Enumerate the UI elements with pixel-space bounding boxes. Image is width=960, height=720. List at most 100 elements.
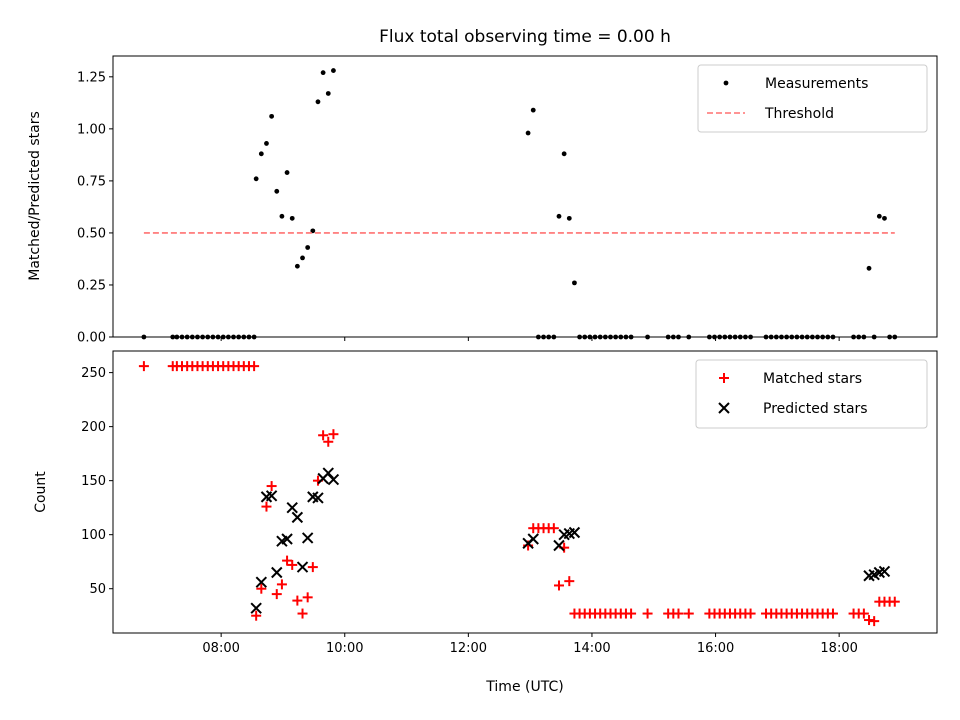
p2-predicted-stars-point-b: [250, 602, 262, 614]
p2-matched-stars-point: [297, 608, 308, 619]
p2-matched-stars-point: [548, 523, 559, 534]
y-tick-label: 0.25: [77, 278, 106, 293]
y-tick-label: 0.75: [77, 174, 106, 189]
p1-measurements-point: [561, 151, 567, 157]
p1-measurements-point: [331, 68, 336, 73]
p2-matched-stars-point: [249, 361, 260, 372]
bottom-panel-axes: 50 100 150 200 250 08:00 10:00 12:00 14:00 16:00 1…: [81, 366, 858, 656]
top-panel-marks: [141, 68, 898, 340]
p1-measurements-point: [525, 130, 531, 136]
legend-box: [695, 359, 928, 429]
x-tick-label: 14:00: [573, 641, 610, 656]
y-tick-label: 100: [81, 528, 106, 543]
p2-matched-stars-point: [138, 361, 149, 372]
y-tick-label: 200: [81, 420, 106, 435]
p2-predicted-stars-point-b: [327, 473, 340, 486]
top-plot-frame: [112, 55, 938, 338]
p2-predicted-stars-point: [286, 501, 298, 514]
p1-measurements-point: [264, 141, 269, 146]
bottom-panel-marks: [138, 361, 900, 627]
p2-predicted-stars-point-b: [307, 491, 319, 503]
p2-matched-stars-point: [271, 589, 282, 600]
y-tick-label: 250: [81, 366, 106, 381]
p2-matched-stars-point: [266, 481, 277, 492]
p2-predicted-stars-point-b: [322, 467, 334, 479]
p1-measurements-point: [284, 170, 290, 175]
p2-predicted-stars-point: [527, 533, 539, 545]
y-tick-label: 1.25: [77, 70, 106, 85]
p1-measurements-point: [269, 113, 275, 119]
top-y-axis-label: Matched/Predicted stars: [27, 111, 43, 281]
p2-predicted-stars-point-b: [265, 490, 278, 502]
p2-predicted-stars-point-b: [271, 566, 283, 579]
top-panel: Flux total observing time = 0.00 h 0.00 0…: [27, 27, 938, 346]
legend-predicted-stars-swatch: [718, 402, 730, 414]
p2-matched-stars-point: [642, 608, 653, 619]
p1-measurements-point: [289, 215, 295, 221]
p2-matched-stars-point: [745, 608, 756, 619]
p2-matched-stars-point: [564, 576, 575, 587]
y-tick-label: 50: [89, 582, 106, 597]
bottom-legend: Matched stars Predicted stars: [695, 359, 928, 429]
p2-matched-stars-point: [827, 608, 838, 619]
p2-matched-stars-point: [261, 501, 272, 512]
x-tick-label: 18:00: [820, 641, 857, 656]
top-legend: Measurements Threshold: [697, 64, 928, 133]
p2-matched-stars-point: [287, 559, 298, 570]
p1-measurements-point: [300, 255, 305, 261]
x-axis-label: Time (UTC): [485, 679, 563, 695]
p2-predicted-stars-point: [291, 511, 304, 524]
p2-predicted-stars-point: [878, 565, 891, 578]
p2-matched-stars-point: [673, 608, 684, 619]
p1-measurements-point: [876, 213, 882, 219]
p1-measurements-point: [315, 99, 321, 105]
x-tick-label: 10:00: [326, 641, 363, 656]
p2-predicted-stars-point: [255, 576, 268, 588]
p2-matched-stars-point: [282, 555, 293, 566]
p2-predicted-stars-point-b: [878, 565, 891, 578]
p2-matched-stars-point: [307, 562, 318, 573]
p2-matched-stars-point: [292, 595, 303, 606]
p1-measurements-point: [294, 263, 300, 269]
p2-predicted-stars-point-b: [312, 492, 324, 504]
p2-predicted-stars-point: [281, 533, 293, 545]
bottom-y-axis-label: Count: [33, 471, 49, 513]
legend-predicted-stars-label: Predicted stars: [763, 401, 868, 417]
y-tick-label: 1.00: [77, 122, 106, 137]
p2-predicted-stars-point: [271, 566, 283, 579]
p2-predicted-stars-point-b: [281, 533, 293, 545]
bottom-panel: 50 100 150 200 250 08:00 10:00 12:00 14:00 16:00 1…: [33, 350, 938, 695]
p1-measurements-point: [274, 188, 280, 194]
p1-measurements-point: [305, 245, 311, 250]
p2-matched-stars-point: [626, 608, 637, 619]
p2-predicted-stars-point-b: [568, 526, 581, 539]
p2-predicted-stars-point: [327, 473, 340, 486]
p2-predicted-stars-point: [312, 492, 324, 504]
p2-matched-stars-point: [683, 608, 694, 619]
chart-title: Flux total observing time = 0.00 h: [379, 27, 671, 47]
legend-measurements-label: Measurements: [765, 76, 868, 92]
p2-predicted-stars-point: [296, 561, 309, 573]
p2-matched-stars-point: [276, 579, 287, 590]
p1-measurements-point: [866, 265, 872, 271]
p1-measurements-point: [258, 151, 264, 157]
p1-measurements-point: [279, 213, 285, 219]
legend-matched-stars-label: Matched stars: [763, 371, 862, 387]
p2-predicted-stars-point: [301, 532, 314, 544]
p1-measurements-point: [882, 215, 887, 221]
top-panel-axes: 0.00 0.25 0.50 0.75 1.00 1.25: [77, 70, 840, 346]
x-tick-label: 16:00: [697, 641, 734, 656]
p2-matched-stars-point: [864, 615, 875, 626]
p2-matched-stars-point: [251, 610, 262, 621]
bottom-plot-frame: [112, 350, 938, 634]
p2-predicted-stars-point: [568, 526, 581, 539]
p2-predicted-stars-point: [250, 602, 262, 614]
p2-matched-stars-point: [323, 436, 334, 447]
p2-predicted-stars-point: [553, 539, 565, 552]
legend-predicted-stars-swatch-b: [718, 402, 730, 414]
p2-predicted-stars-point-b: [553, 539, 565, 552]
y-tick-label: 0.00: [77, 331, 106, 346]
p2-matched-stars-point: [318, 430, 329, 441]
p1-measurements-point: [572, 280, 577, 286]
p1-measurements-point: [556, 213, 562, 219]
